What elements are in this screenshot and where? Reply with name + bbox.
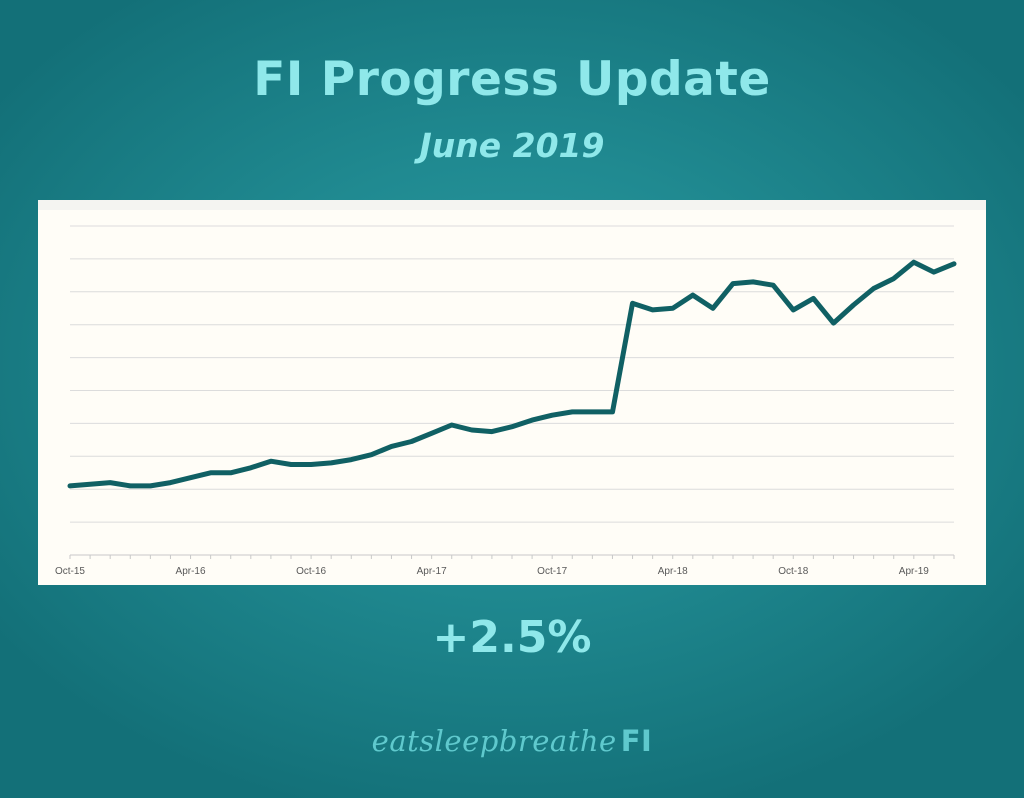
x-tick-label: Apr-19 [899, 566, 929, 577]
x-tick-label: Apr-18 [658, 566, 688, 577]
page-subtitle: June 2019 [419, 126, 605, 165]
x-tick-label: Apr-16 [176, 566, 206, 577]
change-percentage: +2.5% [432, 612, 592, 663]
x-tick-label: Oct-17 [537, 566, 567, 577]
series-line [67, 259, 957, 489]
page-title: FI Progress Update [253, 52, 771, 107]
line-chart: Oct-15 Apr-16 Oct-16 Apr-17 Oct-17 Apr-18 Oct-… [38, 200, 986, 585]
x-tick-label: Apr-17 [417, 566, 447, 577]
x-tick-label: Oct-16 [296, 566, 326, 577]
brand-name: eatsleepbreathe [371, 724, 617, 758]
x-tick-label: Oct-18 [778, 566, 808, 577]
brand-logo: eatsleepbreathe FI [0, 724, 1024, 758]
chart-svg: Oct-15 Apr-16 Oct-16 Apr-17 Oct-17 Apr-18 Oct-… [55, 225, 957, 577]
brand-suffix: FI [620, 724, 653, 758]
x-tick-label: Oct-15 [55, 566, 85, 577]
